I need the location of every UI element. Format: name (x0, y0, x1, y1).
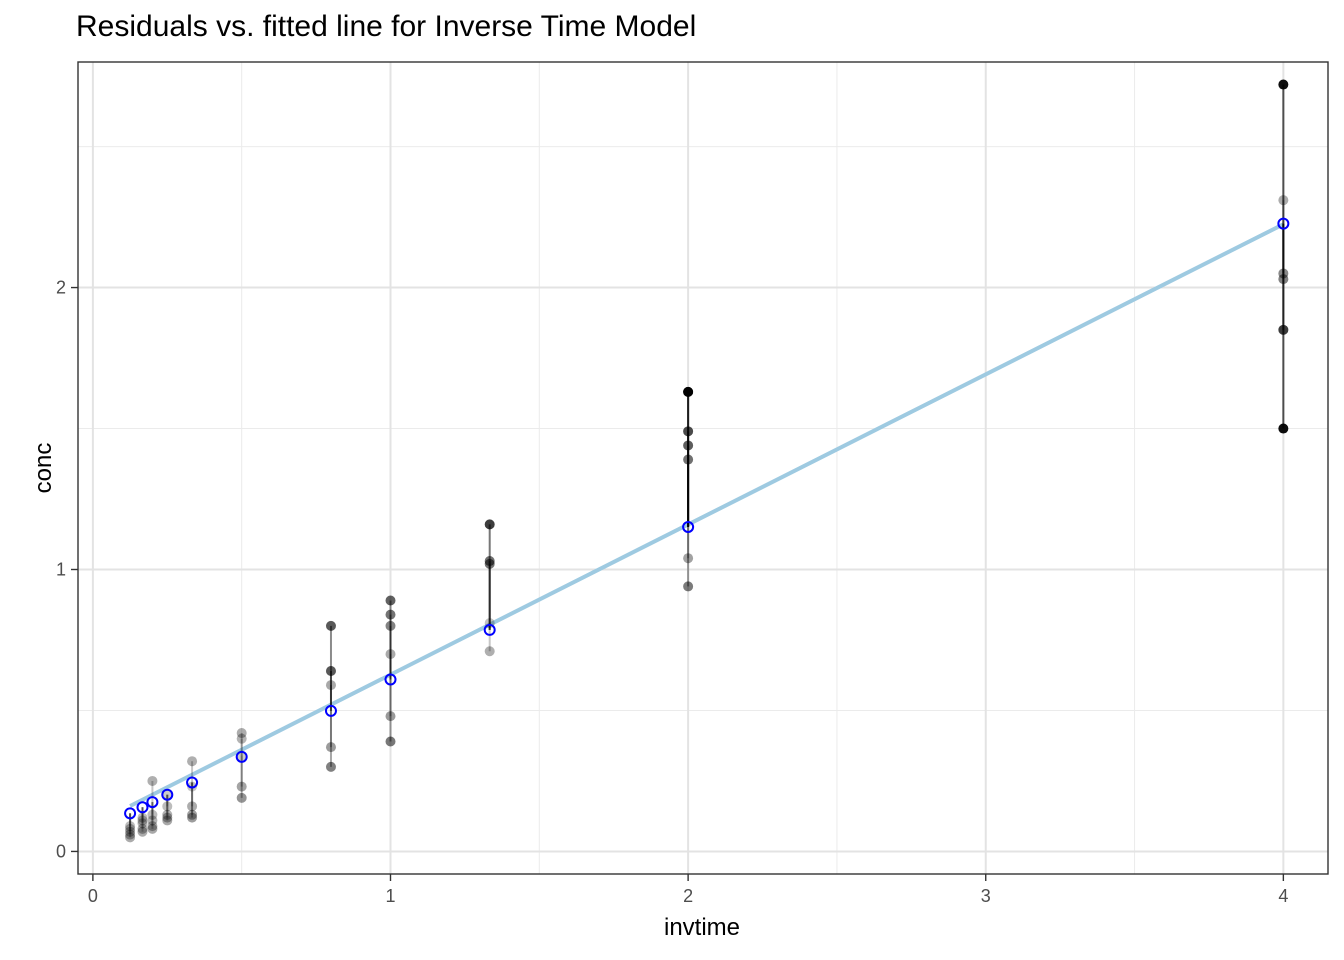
observed-point (162, 812, 173, 823)
observed-point (1278, 268, 1289, 279)
observed-points (125, 79, 1289, 843)
observed-point (187, 812, 198, 823)
fitted-point (136, 801, 149, 814)
x-axis-ticks: 0 1 2 3 4 (88, 874, 1288, 906)
observed-point (147, 815, 158, 826)
observed-point (325, 742, 336, 753)
chart-title: Residuals vs. fitted line for Inverse Ti… (76, 10, 697, 43)
observed-point (137, 815, 148, 826)
observed-point (125, 823, 136, 834)
fitted-point (682, 520, 695, 533)
observed-point (137, 818, 148, 829)
observed-point (385, 620, 396, 631)
observed-point (385, 609, 396, 620)
observed-point (162, 790, 173, 801)
x-tick-label: 1 (385, 886, 395, 906)
fitted-point (235, 750, 248, 763)
observed-point (162, 801, 173, 812)
observed-point (125, 829, 136, 840)
observed-point (162, 815, 173, 826)
fitted-line-layer (129, 222, 1285, 808)
observed-point (1278, 423, 1289, 434)
observed-point (385, 736, 396, 747)
x-tick-label: 4 (1278, 886, 1288, 906)
observed-point (683, 426, 694, 437)
observed-point (236, 781, 247, 792)
residual-segments (129, 84, 1285, 838)
minor-gridlines (78, 62, 1328, 874)
fitted-point (146, 796, 159, 809)
x-tick-label: 0 (88, 886, 98, 906)
observed-point (137, 823, 148, 834)
y-tick-label: 2 (56, 278, 66, 298)
observed-point (125, 826, 136, 837)
observed-point (187, 756, 198, 767)
regression-line (129, 222, 1285, 808)
observed-point (683, 553, 694, 564)
observed-point (162, 809, 173, 820)
observed-point (1278, 274, 1289, 285)
x-tick-label: 3 (981, 886, 991, 906)
observed-point (147, 823, 158, 834)
observed-point (683, 454, 694, 465)
y-axis-ticks: 0 1 2 (56, 278, 78, 861)
fitted-points (124, 217, 1290, 820)
observed-point (1278, 324, 1289, 335)
observed-point (484, 646, 495, 657)
major-gridlines (78, 62, 1328, 874)
observed-point (236, 728, 247, 739)
observed-point (125, 821, 136, 832)
observed-point (137, 812, 148, 823)
observed-point (1278, 195, 1289, 206)
observed-point (484, 556, 495, 567)
observed-point (385, 595, 396, 606)
observed-point (325, 761, 336, 772)
observed-point (147, 809, 158, 820)
observed-point (385, 649, 396, 660)
fitted-point (324, 704, 337, 717)
observed-point (125, 832, 136, 843)
fitted-point (483, 623, 496, 636)
observed-point (385, 711, 396, 722)
fitted-point (161, 788, 174, 801)
observed-point (236, 733, 247, 744)
x-tick-label: 2 (683, 886, 693, 906)
fitted-point (384, 673, 397, 686)
fitted-point (124, 807, 137, 820)
observed-point (187, 801, 198, 812)
observed-point (137, 826, 148, 837)
observed-point (683, 386, 694, 397)
observed-point (484, 519, 495, 530)
observed-point (236, 792, 247, 803)
observed-point (147, 775, 158, 786)
fitted-point (186, 776, 199, 789)
observed-point (325, 620, 336, 631)
observed-point (325, 666, 336, 676)
observed-point (147, 821, 158, 832)
observed-point (325, 680, 336, 691)
observed-point (325, 666, 336, 676)
observed-point (187, 809, 198, 820)
y-tick-label: 0 (56, 841, 66, 861)
fitted-point (1277, 217, 1290, 230)
observed-point (683, 581, 694, 592)
observed-point (683, 440, 694, 451)
panel-border (77, 61, 1329, 875)
y-tick-label: 1 (56, 560, 66, 580)
x-axis-label: invtime (663, 914, 741, 941)
observed-point (1278, 79, 1289, 90)
